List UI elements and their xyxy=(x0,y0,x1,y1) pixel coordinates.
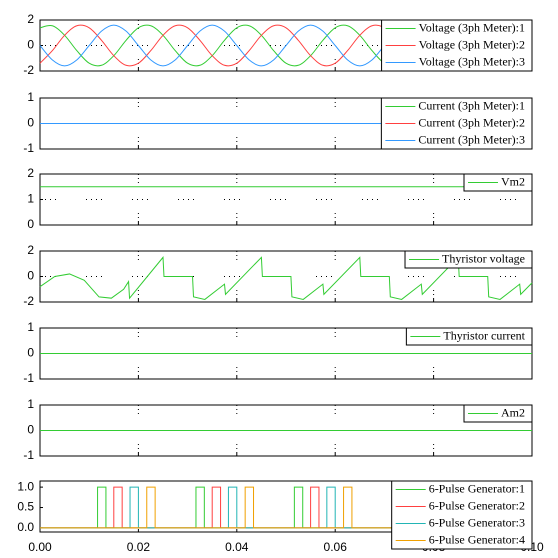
y-tick-label: 2 xyxy=(27,12,34,26)
y-tick-label: -1 xyxy=(23,141,34,155)
y-tick-label: -1 xyxy=(23,371,34,385)
legend-label: 6-Pulse Generator:2 xyxy=(429,498,525,512)
x-tick-label: 0.02 xyxy=(127,540,151,554)
legend: Vm2 xyxy=(463,173,533,192)
y-tick-label: 1 xyxy=(27,192,34,206)
legend-label: Current (3ph Meter):3 xyxy=(418,132,525,146)
legend: 6-Pulse Generator:1 6-Pulse Generator:2 6-… xyxy=(391,480,533,550)
legend: Thyristor current xyxy=(405,327,533,346)
y-tick-label: 0 xyxy=(27,217,34,231)
legend-box xyxy=(405,327,533,346)
legend-label: Thyristor voltage xyxy=(442,251,525,265)
legend: Thyristor voltage xyxy=(404,250,533,269)
y-tick-label: 1 xyxy=(27,90,34,104)
y-tick-label: 2 xyxy=(27,166,34,180)
legend-label: 6-Pulse Generator:1 xyxy=(429,481,525,495)
y-tick-label: 1 xyxy=(27,397,34,411)
y-tick-label: 0 xyxy=(27,269,34,283)
y-tick-label: 0 xyxy=(27,116,34,130)
legend: Am2 xyxy=(463,404,533,423)
y-tick-label: 0 xyxy=(27,346,34,360)
legend-label: Voltage (3ph Meter):3 xyxy=(419,54,525,68)
legend-label: 6-Pulse Generator:3 xyxy=(429,515,525,529)
x-tick-label: 0.00 xyxy=(28,540,52,554)
y-tick-label: 0.5 xyxy=(17,500,34,514)
x-tick-label: 0.04 xyxy=(225,540,249,554)
y-tick-label: 0 xyxy=(27,423,34,437)
legend-label: Vm2 xyxy=(501,174,525,188)
y-tick-label: 0.0 xyxy=(17,520,34,534)
legend-label: Voltage (3ph Meter):2 xyxy=(419,37,525,51)
x-tick-label: 0.06 xyxy=(324,540,348,554)
y-tick-label: 1 xyxy=(27,320,34,334)
legend-label: Voltage (3ph Meter):1 xyxy=(419,20,525,34)
legend-label: 6-Pulse Generator:4 xyxy=(429,532,525,546)
y-tick-label: 1.0 xyxy=(17,479,34,493)
y-tick-label: 0 xyxy=(27,38,34,52)
legend: Voltage (3ph Meter):1 Voltage (3ph Meter)… xyxy=(381,19,533,72)
legend-label: Am2 xyxy=(501,405,525,419)
legend-box xyxy=(391,480,533,550)
legend: Current (3ph Meter):1 Current (3ph Meter)… xyxy=(380,97,533,150)
y-tick-label: -2 xyxy=(23,63,34,77)
legend-label: Current (3ph Meter):2 xyxy=(418,115,525,129)
legend-label: Thyristor current xyxy=(443,328,525,342)
y-tick-label: -2 xyxy=(23,294,34,308)
series-line xyxy=(39,256,533,300)
y-tick-label: -1 xyxy=(23,448,34,462)
legend-box xyxy=(404,250,533,269)
y-tick-label: 2 xyxy=(27,243,34,257)
legend-label: Current (3ph Meter):1 xyxy=(418,98,525,112)
